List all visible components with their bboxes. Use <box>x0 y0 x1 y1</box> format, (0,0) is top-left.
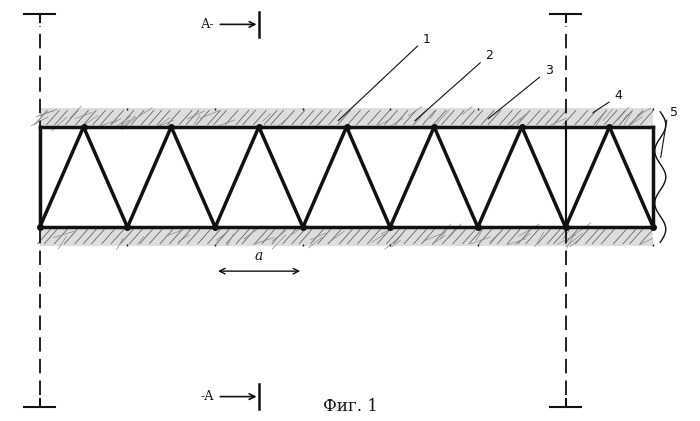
FancyBboxPatch shape <box>40 108 653 127</box>
Text: А-: А- <box>200 18 214 31</box>
Text: 2: 2 <box>486 49 493 62</box>
FancyBboxPatch shape <box>40 227 653 246</box>
Text: Фиг. 1: Фиг. 1 <box>323 398 377 416</box>
Text: 1: 1 <box>423 32 430 45</box>
Text: -А: -А <box>200 390 214 403</box>
Text: 5: 5 <box>670 106 678 119</box>
Text: 3: 3 <box>545 64 552 77</box>
Text: a: a <box>255 249 263 263</box>
Text: 4: 4 <box>615 89 622 102</box>
